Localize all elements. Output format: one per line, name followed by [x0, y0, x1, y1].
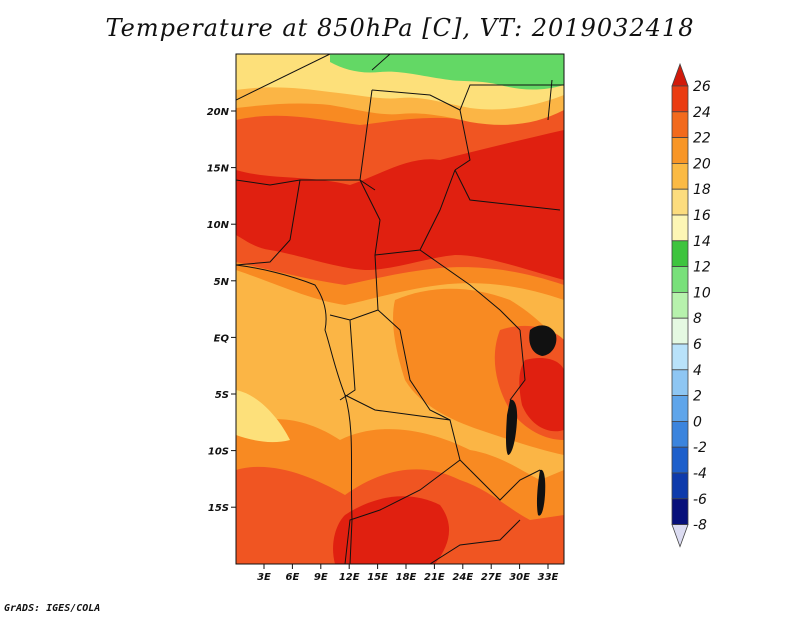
colorbar-label: 20 — [693, 156, 711, 172]
grads-credit: GrADS: IGES/COLA — [4, 603, 101, 614]
colorbar-label: 22 — [693, 131, 711, 147]
colorbar-top-arrow — [671, 62, 689, 87]
x-tick-label: 12E — [339, 572, 360, 583]
colorbar-segment — [671, 214, 689, 242]
colorbar-segment — [671, 420, 689, 448]
x-tick-label: 21E — [424, 572, 445, 583]
coastline-west — [236, 264, 353, 564]
x-tick-label: 24E — [452, 572, 473, 583]
colorbar-label: 10 — [693, 285, 711, 301]
y-axis: 20N 15N 10N 5N EQ 5S 10S 15S — [207, 107, 236, 514]
x-tick-label: 15E — [367, 572, 388, 583]
colorbar-segment — [671, 498, 689, 525]
colorbar-segment — [671, 240, 689, 268]
y-tick-label: 20N — [207, 107, 230, 118]
y-tick-label: 5N — [214, 277, 230, 288]
y-tick-label: EQ — [214, 333, 230, 344]
field-18-west — [236, 390, 290, 443]
colorbar-segment — [671, 343, 689, 371]
lake-malawi — [536, 469, 546, 516]
x-tick-label: 3E — [257, 572, 271, 583]
y-tick-label: 15S — [208, 503, 229, 514]
x-tick-label: 6E — [286, 572, 300, 583]
colorbar-segment — [671, 317, 689, 345]
colorbar-label: 6 — [693, 337, 702, 353]
y-tick-label: 10S — [208, 447, 229, 458]
colorbar-segment — [671, 137, 689, 164]
colorbar-segment — [671, 111, 689, 139]
x-tick-label: 30E — [509, 572, 530, 583]
lake-victoria — [529, 325, 557, 356]
field-14-north — [330, 54, 564, 90]
colorbar-segment — [671, 162, 689, 190]
y-tick-label: 5S — [215, 390, 229, 401]
x-tick-label: 27E — [481, 572, 502, 583]
colorbar-label: -8 — [693, 518, 707, 534]
colorbar-segment — [671, 266, 689, 293]
colorbar-segment — [671, 369, 689, 396]
chart-title: Temperature at 850hPa [C], VT: 201903241… — [105, 14, 695, 42]
y-tick-label: 15N — [207, 164, 230, 175]
colorbar-label: 26 — [693, 79, 711, 95]
colorbar-bottom-arrow — [671, 524, 689, 548]
colorbar-segment — [671, 188, 689, 216]
colorbar-label: -2 — [693, 440, 707, 456]
temperature-field — [236, 54, 564, 564]
lake-tanganyika — [506, 399, 518, 455]
colorbar-label: 18 — [693, 182, 711, 198]
field-20-north — [236, 87, 564, 125]
colorbar-label: -6 — [693, 492, 707, 508]
y-tick-label: 10N — [207, 220, 230, 231]
colorbar-label: 0 — [693, 414, 702, 430]
colorbar-segment — [671, 446, 689, 474]
field-26-north — [236, 130, 564, 280]
colorbar-label: -4 — [693, 466, 707, 482]
colorbar-label: 2 — [693, 389, 702, 405]
colorbar-label: 8 — [693, 311, 702, 327]
x-tick-label: 33E — [538, 572, 559, 583]
colorbar-label: 4 — [693, 363, 702, 379]
field-26-east — [519, 358, 564, 432]
colorbar-label: 12 — [693, 260, 711, 276]
colorbar-label: 24 — [693, 105, 711, 121]
colorbar-label: 14 — [693, 234, 711, 250]
x-axis: 3E 6E 9E 12E 15E 18E 21E 24E 27E 30E 33E — [257, 564, 559, 583]
x-tick-label: 18E — [396, 572, 417, 583]
map-frame — [235, 53, 565, 565]
country-borders — [236, 54, 564, 564]
x-tick-label: 9E — [314, 572, 328, 583]
field-26-south — [333, 496, 450, 564]
colorbar-segment — [671, 395, 689, 422]
colorbar-segment — [671, 85, 689, 113]
colorbar-segment — [671, 472, 689, 500]
colorbar-label: 16 — [693, 208, 711, 224]
colorbar-segment — [671, 291, 689, 319]
